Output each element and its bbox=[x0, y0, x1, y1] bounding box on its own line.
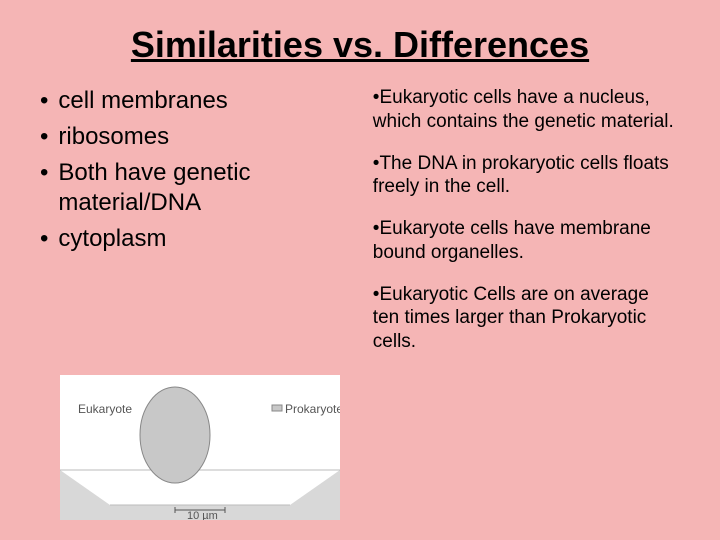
bullet-icon: • bbox=[40, 86, 48, 116]
difference-text: The DNA in prokaryotic cells floats free… bbox=[373, 153, 669, 198]
list-item: •Eukaryotic Cells are on average ten tim… bbox=[373, 283, 680, 354]
size-comparison-diagram: Eukaryote Prokaryote 10 µm bbox=[60, 375, 340, 520]
list-item: • cytoplasm bbox=[40, 224, 353, 254]
list-item: •Eukaryotic cells have a nucleus, which … bbox=[373, 86, 680, 134]
differences-column: •Eukaryotic cells have a nucleus, which … bbox=[373, 86, 680, 372]
prokaryote-label: Prokaryote bbox=[285, 402, 340, 416]
page-title: Similarities vs. Differences bbox=[0, 0, 720, 86]
bullet-icon: • bbox=[40, 158, 48, 188]
difference-text: Eukaryotic Cells are on average ten time… bbox=[373, 284, 649, 353]
content-columns: • cell membranes • ribosomes • Both have… bbox=[0, 86, 720, 372]
similarity-text: cell membranes bbox=[58, 86, 227, 116]
list-item: • Both have genetic material/DNA bbox=[40, 158, 353, 218]
list-item: • cell membranes bbox=[40, 86, 353, 116]
similarity-text: ribosomes bbox=[58, 122, 169, 152]
similarity-text: Both have genetic material/DNA bbox=[58, 158, 352, 218]
bullet-icon: • bbox=[40, 122, 48, 152]
diagram-svg: Eukaryote Prokaryote 10 µm bbox=[60, 375, 340, 520]
list-item: • ribosomes bbox=[40, 122, 353, 152]
similarities-column: • cell membranes • ribosomes • Both have… bbox=[40, 86, 373, 372]
difference-text: Eukaryotic cells have a nucleus, which c… bbox=[373, 87, 674, 132]
eukaryote-label: Eukaryote bbox=[78, 402, 132, 416]
list-item: •Eukaryote cells have membrane bound org… bbox=[373, 217, 680, 265]
scale-label: 10 µm bbox=[187, 510, 218, 520]
list-item: •The DNA in prokaryotic cells floats fre… bbox=[373, 152, 680, 200]
bullet-icon: • bbox=[40, 224, 48, 254]
difference-text: Eukaryote cells have membrane bound orga… bbox=[373, 218, 651, 263]
similarity-text: cytoplasm bbox=[58, 224, 166, 254]
